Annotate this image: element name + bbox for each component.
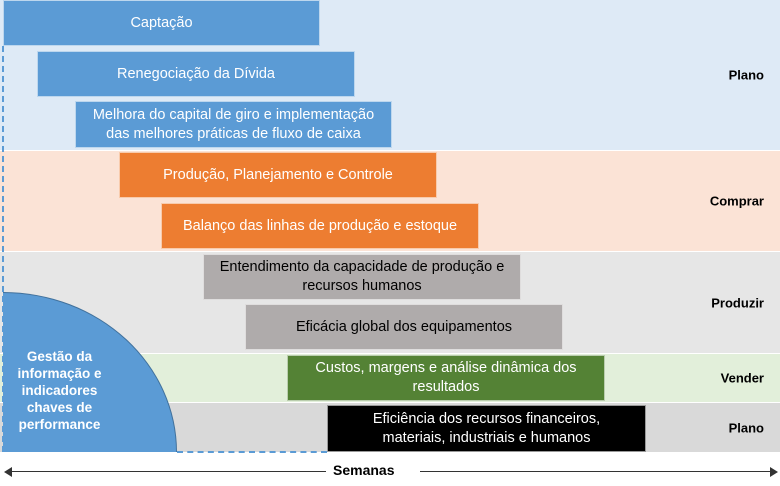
- arrow-left-icon: [4, 467, 12, 477]
- band-label: Vender: [720, 370, 764, 386]
- bar-captacao: Captação: [3, 0, 320, 46]
- foundation-label: Gestão da informação e indicadores chave…: [17, 349, 102, 432]
- arrow-right-icon: [770, 467, 778, 477]
- axis-label: Semanas: [333, 462, 395, 478]
- dashed-border-left: [2, 46, 4, 452]
- bar-eficiencia-recursos: Eficiência dos recursos financeiros, mat…: [327, 405, 646, 452]
- bar-eficacia-equipamentos: Eficácia global dos equipamentos: [245, 304, 563, 350]
- bar-renegociacao: Renegociação da Dívida: [37, 51, 355, 97]
- axis-line-left: [10, 471, 326, 472]
- bar-capacidade-producao: Entendimento da capacidade de produção e…: [203, 254, 521, 300]
- axis-line-right: [420, 471, 772, 472]
- bar-custos-margens: Custos, margens e análise dinâmica dos r…: [287, 355, 605, 401]
- bar-capital-de-giro: Melhora do capital de giro e implementaç…: [75, 101, 392, 148]
- foundation-quarter-circle: Gestão da informação e indicadores chave…: [3, 292, 177, 452]
- bar-balanco-linhas: Balanço das linhas de produção e estoque: [161, 203, 479, 249]
- dashed-border-bottom: [177, 451, 327, 453]
- band-label: Produzir: [711, 295, 764, 310]
- bar-producao-planejamento: Produção, Planejamento e Controle: [119, 152, 437, 198]
- band-label: Plano: [728, 420, 764, 435]
- band-label: Comprar: [709, 193, 764, 209]
- band-label: Plano: [728, 67, 764, 83]
